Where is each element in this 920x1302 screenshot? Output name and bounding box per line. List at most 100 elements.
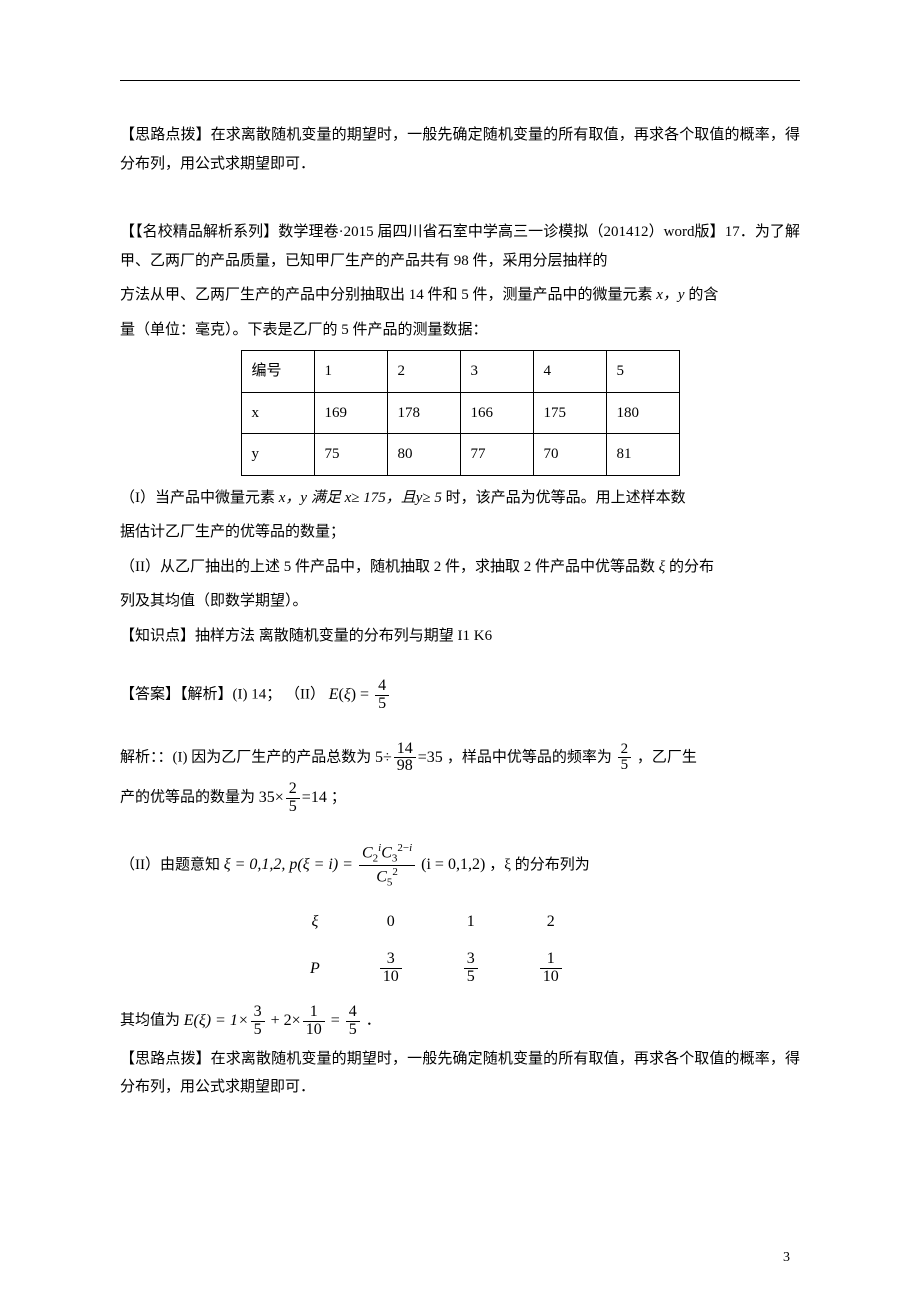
- table-row-header: 编号 1 2 3 4 5: [241, 351, 679, 393]
- y-label: y: [241, 434, 314, 476]
- top-rule: [120, 80, 800, 81]
- frac-p2: 110: [540, 951, 562, 986]
- eq-sign: =: [360, 686, 369, 703]
- mean-eq2: =: [331, 1012, 340, 1029]
- dist-xi: ξ: [311, 913, 318, 930]
- x-5: 180: [606, 392, 679, 434]
- q1-condition: x，y 满足 x≥ 175，且y≥ 5: [279, 490, 442, 506]
- source-line-2: 方法从甲、乙两厂生产的产品中分别抽取出 14 件和 5 件，测量产品中的微量元素…: [120, 281, 800, 310]
- measurement-table: 编号 1 2 3 4 5 x 169 178 166 175 180 y 75 …: [241, 350, 680, 476]
- mean-eq: E(ξ) = 1×35 + 2×110 = 45: [184, 1012, 366, 1029]
- frac-num: 1: [303, 1004, 325, 1022]
- spacer: [120, 719, 800, 735]
- frac-den: 5: [618, 758, 632, 774]
- sol1-eq1: 5÷1498=35: [375, 749, 447, 766]
- q1-b: 时，该产品为优等品。用上述样本数: [442, 490, 686, 506]
- source-line-1: 【【名校精品解析系列】数学理卷·2015 届四川省石室中学高三一诊模拟（2014…: [120, 218, 800, 275]
- frac-p0: 310: [380, 951, 402, 986]
- question-1-line-1: （I）当产品中微量元素 x，y 满足 x≥ 175，且y≥ 5 时，该产品为优等…: [120, 484, 800, 513]
- th-5: 5: [606, 351, 679, 393]
- cfrac-num: C2iC32−i: [359, 842, 415, 866]
- question-1-line-2: 据估计乙厂生产的优等品的数量；: [120, 518, 800, 547]
- dist-p2: 110: [510, 945, 592, 992]
- y-4: 70: [533, 434, 606, 476]
- th-1: 1: [314, 351, 387, 393]
- y-2: 80: [387, 434, 460, 476]
- sol3-suffix: (i = 0,1,2): [421, 856, 485, 873]
- x-label: x: [241, 392, 314, 434]
- tip-paragraph-1: 【思路点拨】在求离散随机变量的期望时，一般先确定随机变量的所有取值，再求各个取值…: [120, 121, 800, 178]
- source-line-3: 量（单位：毫克）。下表是乙厂的 5 件产品的测量数据：: [120, 316, 800, 345]
- answer-line: 【答案】【解析】(I) 14； （II） E(ξ) = 4 5: [120, 678, 800, 713]
- y-1: 75: [314, 434, 387, 476]
- frac-den: 10: [540, 969, 562, 986]
- sol3-eq-text: ξ = 0,1,2, p(ξ = i) =: [224, 856, 353, 873]
- spacer: [120, 822, 800, 836]
- frac-14-98: 1498: [394, 741, 416, 776]
- dist-p0: 310: [350, 945, 432, 992]
- vars-xy: x，y: [656, 287, 684, 303]
- y-3: 77: [460, 434, 533, 476]
- frac-num: 3: [380, 951, 402, 969]
- sol2-35x: 35×: [259, 789, 284, 806]
- frac-num: 14: [394, 741, 416, 759]
- sol2-a: 产的优等品的数量为: [120, 790, 259, 806]
- frac-den: 98: [394, 758, 416, 775]
- frac-p1: 35: [464, 951, 478, 986]
- answer-label: 【答案】【解析】(I) 14； （II）: [120, 687, 325, 703]
- frac-m1: 35: [251, 1004, 265, 1039]
- question-2-line-1: （II）从乙厂抽出的上述 5 件产品中，随机抽取 2 件，求抽取 2 件产品中优…: [120, 553, 800, 582]
- tip-paragraph-2: 【思路点拨】在求离散随机变量的期望时，一般先确定随机变量的所有取值，再求各个取值…: [120, 1045, 800, 1102]
- combinatoric-frac: C2iC32−i C52: [359, 842, 415, 889]
- sol3-eq: ξ = 0,1,2, p(ξ = i) = C2iC32−i C52 (i = …: [224, 856, 490, 873]
- th-label: 编号: [241, 351, 314, 393]
- dist-2: 2: [510, 901, 592, 943]
- sol2-b: ；: [331, 790, 346, 806]
- solution-1-line-2: 产的优等品的数量为 35×25=14 ；: [120, 781, 800, 816]
- th-3: 3: [460, 351, 533, 393]
- mean-a: 其均值为: [120, 1013, 184, 1029]
- frac-num: 3: [251, 1004, 265, 1022]
- page-number: 3: [783, 1245, 790, 1272]
- th-4: 4: [533, 351, 606, 393]
- x-3: 166: [460, 392, 533, 434]
- dist-p1: 35: [434, 945, 508, 992]
- expectation-eq: E(ξ) = 4 5: [329, 686, 391, 703]
- dist-1: 1: [434, 901, 508, 943]
- sol1-b: ，样品中优等品的频率为: [447, 749, 616, 765]
- question-2-line-2: 列及其均值（即数学期望）。: [120, 587, 800, 616]
- sol2-eq14: =14: [302, 789, 327, 806]
- sol3-a: （II）由题意知: [120, 857, 224, 873]
- e-sym: E: [329, 686, 339, 703]
- frac-num: 4: [346, 1004, 360, 1022]
- frac-2-5b: 25: [286, 781, 300, 816]
- mean-line: 其均值为 E(ξ) = 1×35 + 2×110 = 45 ．: [120, 1004, 800, 1039]
- q2-a: （II）从乙厂抽出的上述 5 件产品中，随机抽取 2 件，求抽取 2 件产品中优…: [120, 559, 659, 575]
- sol3-b: ，ξ 的分布列为: [489, 857, 589, 873]
- sol1-eq1-rhs: =35: [418, 749, 443, 766]
- spacer: [120, 656, 800, 672]
- frac-num: 2: [286, 781, 300, 799]
- dist-row-header: ξ 0 1 2: [282, 901, 592, 943]
- frac-den: 5: [375, 696, 389, 713]
- mean-b: ．: [366, 1013, 381, 1029]
- cfrac-den: C52: [359, 866, 415, 889]
- table-row-x: x 169 178 166 175 180: [241, 392, 679, 434]
- page: 【思路点拨】在求离散随机变量的期望时，一般先确定随机变量的所有取值，再求各个取值…: [0, 0, 920, 1302]
- frac-den: 5: [286, 799, 300, 816]
- x-1: 169: [314, 392, 387, 434]
- q1-a: （I）当产品中微量元素: [120, 490, 279, 506]
- distribution-table: ξ 0 1 2 P 310 35 110: [280, 899, 594, 994]
- spacer: [120, 184, 800, 212]
- x-4: 175: [533, 392, 606, 434]
- frac-den: 10: [303, 1022, 325, 1039]
- frac-num: 4: [375, 678, 389, 696]
- solution-2-line-1: （II）由题意知 ξ = 0,1,2, p(ξ = i) = C2iC32−i …: [120, 842, 800, 889]
- frac-2-5: 25: [618, 742, 632, 775]
- sol1-c: ，乙厂生: [637, 749, 697, 765]
- frac-num: 3: [464, 951, 478, 969]
- x-2: 178: [387, 392, 460, 434]
- dist-row-prob: P 310 35 110: [282, 945, 592, 992]
- sol1-eq1-lhs: 5÷: [375, 749, 392, 766]
- frac-den: 5: [346, 1022, 360, 1039]
